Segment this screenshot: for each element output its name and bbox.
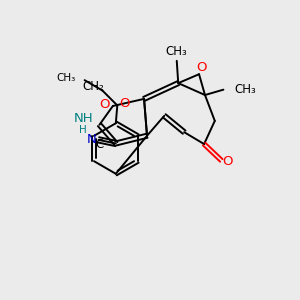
Text: CH₃: CH₃ <box>235 83 256 96</box>
Text: O: O <box>223 155 233 168</box>
Text: H: H <box>79 125 87 135</box>
Text: O: O <box>99 98 110 111</box>
Text: NH: NH <box>73 112 93 125</box>
Text: O: O <box>119 98 130 110</box>
Text: CH₃: CH₃ <box>166 45 188 58</box>
Text: CH₃: CH₃ <box>56 73 76 83</box>
Text: C: C <box>95 138 104 151</box>
Text: N: N <box>86 133 96 146</box>
Text: O: O <box>196 61 207 74</box>
Text: CH₂: CH₂ <box>83 80 104 93</box>
